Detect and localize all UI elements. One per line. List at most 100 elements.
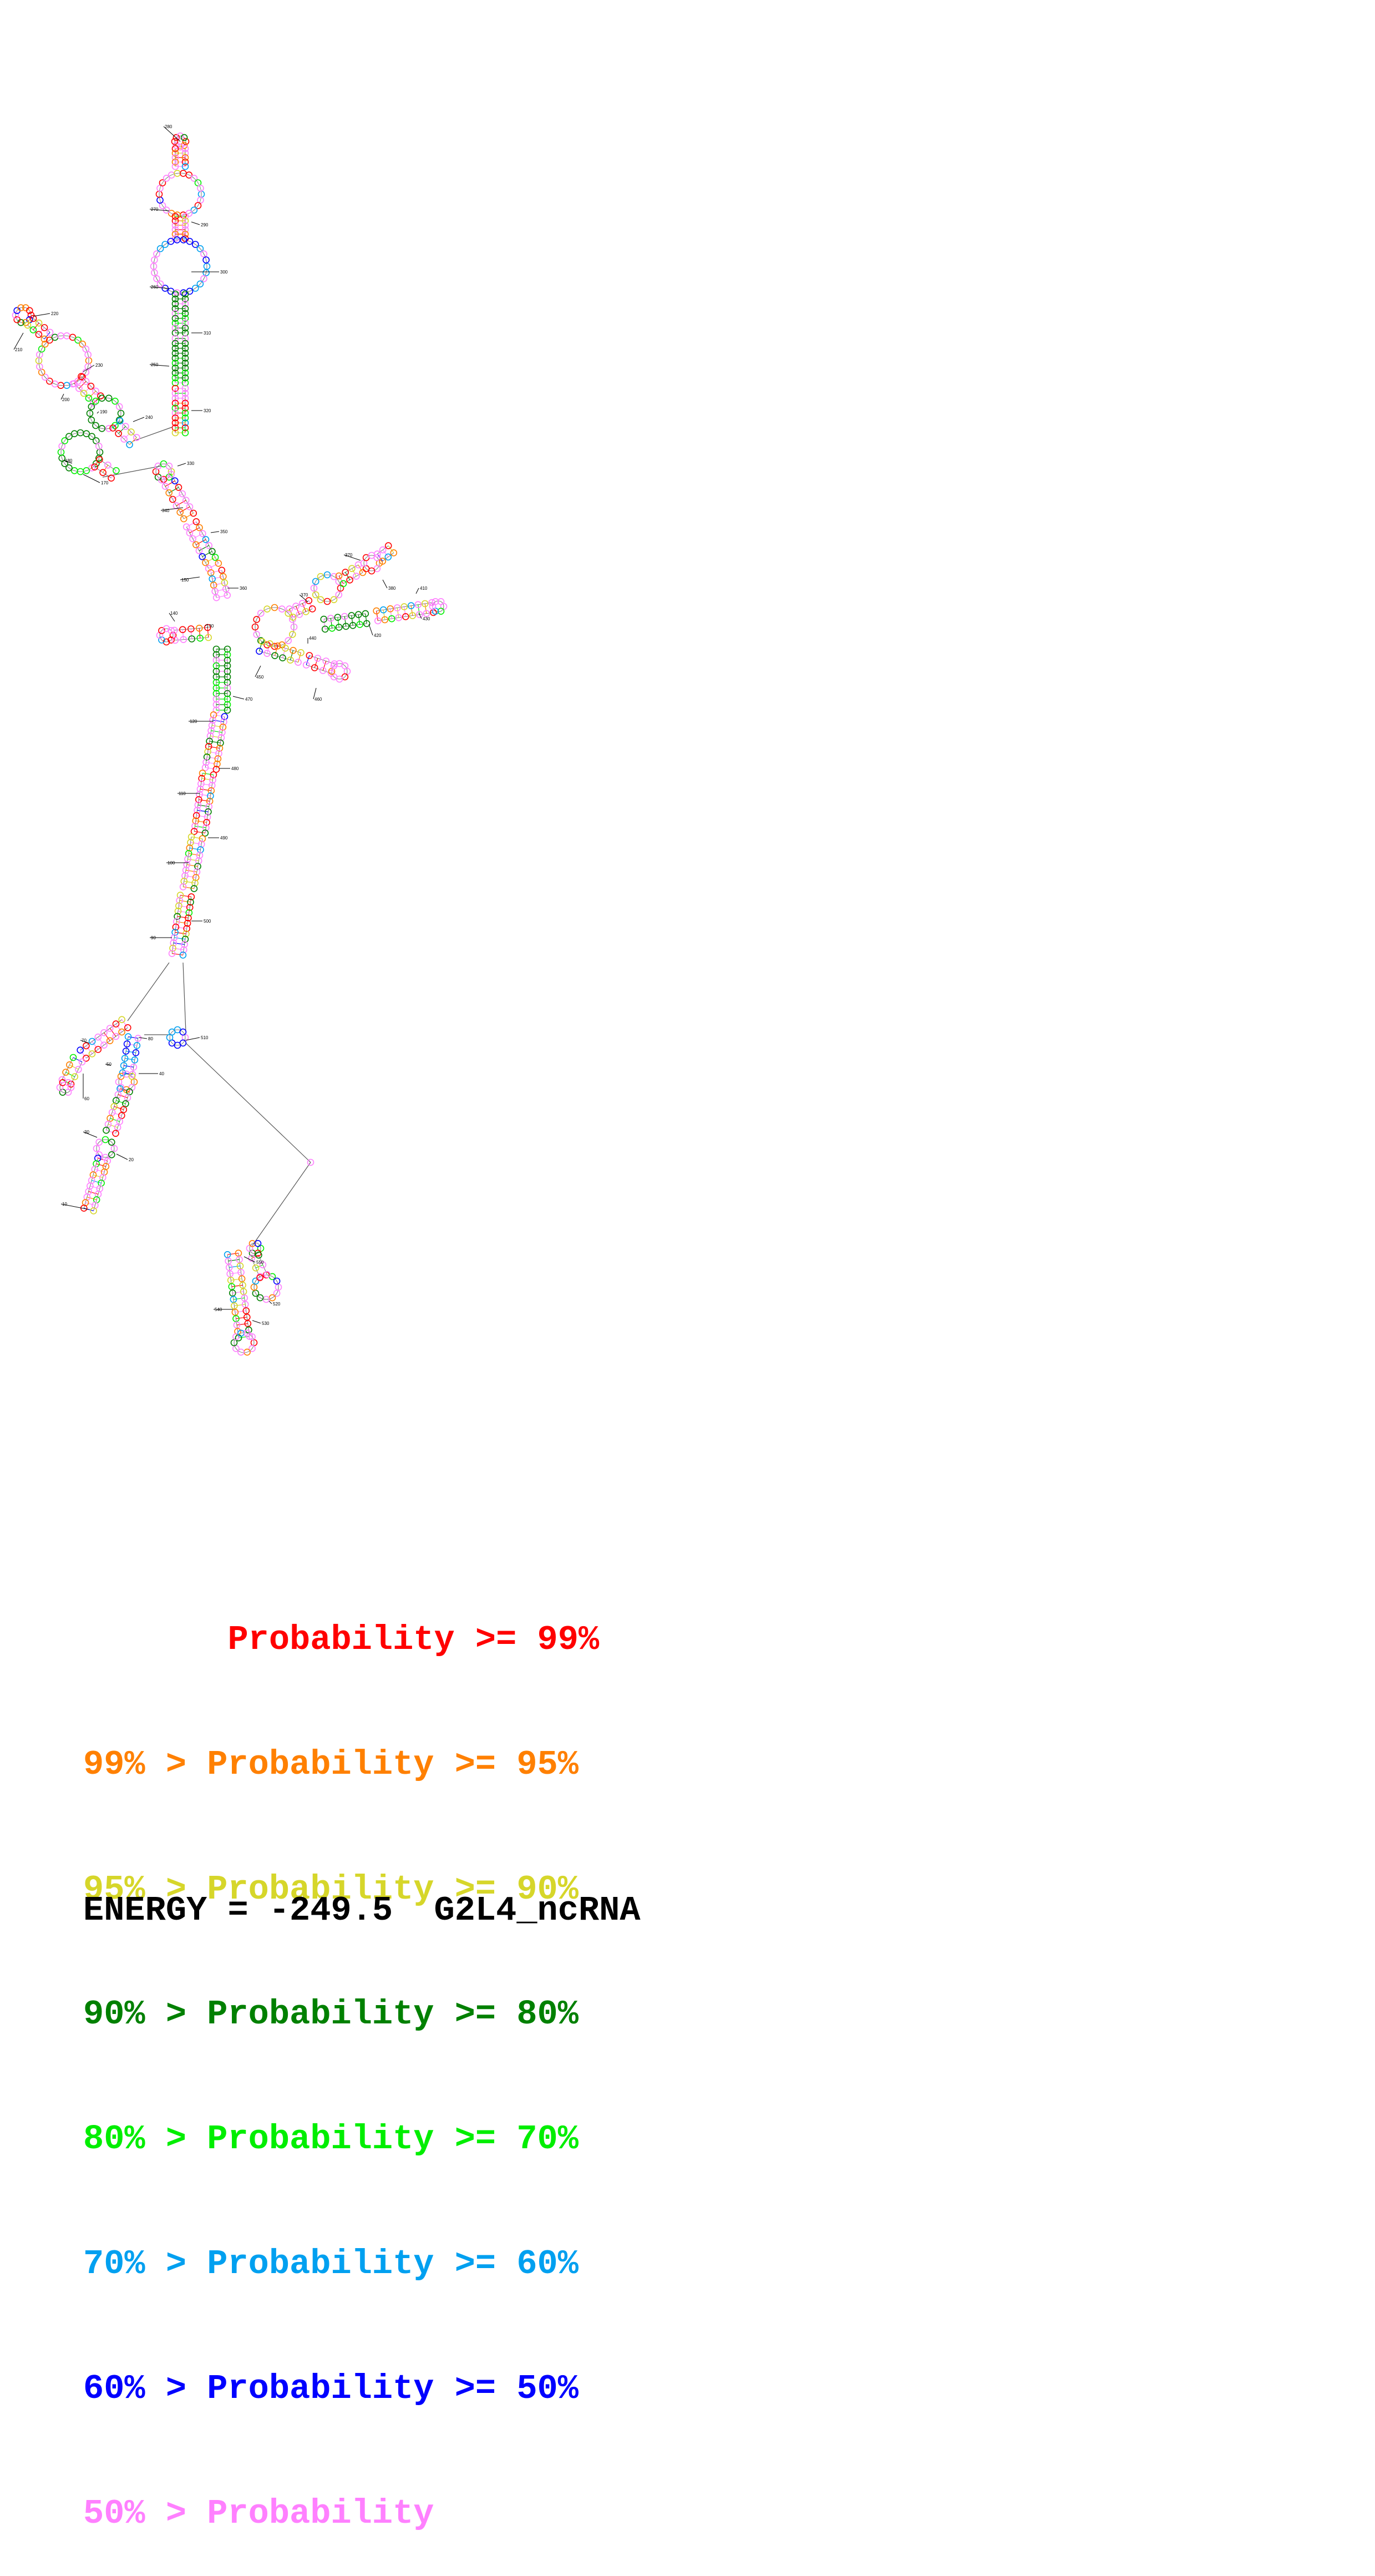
nucleotide-marker <box>159 179 166 186</box>
nucleotide-marker <box>171 138 179 145</box>
base-pair-bond <box>80 1050 87 1059</box>
legend-entry-p90: 95% > Probability >= 90% <box>83 1870 579 1909</box>
base-pair-bond <box>179 900 191 903</box>
nucleotide-number-label: 410 <box>420 586 428 591</box>
nucleotide-number-label: 440 <box>309 636 317 641</box>
nucleotide-marker <box>288 631 296 638</box>
nucleotide-marker <box>58 442 65 450</box>
nucleotide-marker <box>66 1061 73 1069</box>
nucleotide-marker <box>194 801 202 809</box>
nucleotide-marker <box>124 1024 131 1031</box>
number-label-tick <box>60 393 64 400</box>
nucleotide-marker <box>174 907 182 915</box>
backbone-segment <box>289 600 309 610</box>
base-pair-bond <box>121 1019 128 1028</box>
base-pair-bond <box>83 386 92 394</box>
base-pair-bond <box>207 756 218 760</box>
nucleotide-marker <box>352 573 360 580</box>
nucleotide-marker <box>181 394 189 402</box>
nucleotide-marker <box>82 378 90 385</box>
nucleotide-marker <box>183 925 191 932</box>
number-label-tick <box>60 1203 89 1210</box>
base-pair-bond <box>418 604 420 615</box>
nucleotide-marker <box>179 883 187 890</box>
nucleotide-marker <box>292 603 300 610</box>
nucleotide-marker <box>212 662 220 670</box>
loop-backbone <box>38 335 89 386</box>
nucleotide-number-label: 540 <box>215 1307 222 1312</box>
nucleotide-marker <box>181 429 189 437</box>
nucleotide-marker <box>77 1046 84 1054</box>
nucleotide-marker <box>61 437 68 444</box>
nucleotide-marker <box>13 316 21 323</box>
base-pair-bond <box>85 1202 95 1206</box>
nucleotide-marker <box>181 399 189 407</box>
nucleotide-marker <box>181 364 189 372</box>
nucleotide-marker <box>171 158 179 166</box>
nucleotide-number-label: 10 <box>62 1202 67 1207</box>
number-label-tick <box>299 594 308 603</box>
nucleotide-marker <box>328 625 336 632</box>
nucleotide-marker <box>307 1158 314 1166</box>
nucleotide-marker <box>181 935 189 943</box>
base-pair-bond <box>44 332 50 340</box>
nucleotide-marker <box>171 324 179 332</box>
base-pair-bond <box>266 644 271 654</box>
nucleotide-marker <box>42 373 49 381</box>
base-pair-bond <box>206 762 217 765</box>
number-label-tick <box>83 365 95 372</box>
nucleotide-number-label: 460 <box>314 697 322 702</box>
nucleotide-marker <box>212 679 220 686</box>
nucleotide-marker <box>271 652 278 659</box>
nucleotide-marker <box>327 615 334 622</box>
nucleotide-markers <box>12 132 448 1356</box>
nucleotide-marker <box>171 364 179 372</box>
nucleotide-marker <box>118 1112 125 1119</box>
base-pair-bond <box>308 600 313 609</box>
nucleotide-marker <box>70 467 78 474</box>
base-pair-bond <box>205 767 216 770</box>
nucleotide-marker <box>182 930 190 938</box>
nucleotide-marker <box>348 565 356 572</box>
nucleotide-marker <box>373 554 381 561</box>
number-label-tick <box>415 588 419 594</box>
base-pair-bond <box>183 886 194 889</box>
nucleotide-marker <box>98 394 106 402</box>
legend-entry-p50: 60% > Probability >= 50% <box>83 2369 579 2408</box>
nucleotide-marker <box>195 625 203 632</box>
nucleotide-marker <box>224 684 231 692</box>
nucleotide-marker <box>342 623 350 630</box>
nucleotide-marker <box>92 397 99 405</box>
nucleotide-marker <box>252 1264 260 1272</box>
base-pair-bond <box>199 794 211 797</box>
loop-backbone <box>174 135 186 148</box>
nucleotide-marker <box>78 373 85 380</box>
base-pair-bond <box>239 1336 250 1338</box>
nucleotide-marker <box>99 469 106 477</box>
nucleotide-marker <box>85 394 93 402</box>
nucleotide-marker <box>187 898 194 906</box>
nucleotide-marker <box>171 145 179 153</box>
nucleotide-marker <box>181 329 189 337</box>
base-pair-bond <box>127 1044 137 1046</box>
nucleotide-marker <box>90 1207 97 1214</box>
nucleotide-marker <box>94 1046 102 1053</box>
nucleotide-marker <box>209 575 216 583</box>
base-pair-bond <box>211 730 222 733</box>
nucleotide-marker <box>86 409 94 417</box>
nucleotide-marker <box>181 310 189 317</box>
nucleotide-marker <box>200 275 207 282</box>
base-pair-bond <box>382 549 389 558</box>
base-pair-bond <box>73 1057 83 1062</box>
nucleotide-marker <box>171 414 179 422</box>
nucleotide-marker <box>251 623 259 631</box>
base-pair-bond <box>236 1323 248 1325</box>
base-pair-bond <box>230 1272 241 1274</box>
nucleotide-marker <box>287 656 294 664</box>
nucleotide-marker <box>104 461 111 469</box>
nucleotide-marker <box>192 812 200 819</box>
legend-entry-p60: 70% > Probability >= 60% <box>83 2244 579 2284</box>
nucleotide-marker <box>171 221 179 229</box>
base-pair-bond <box>404 606 406 617</box>
nucleotide-marker <box>171 355 179 362</box>
